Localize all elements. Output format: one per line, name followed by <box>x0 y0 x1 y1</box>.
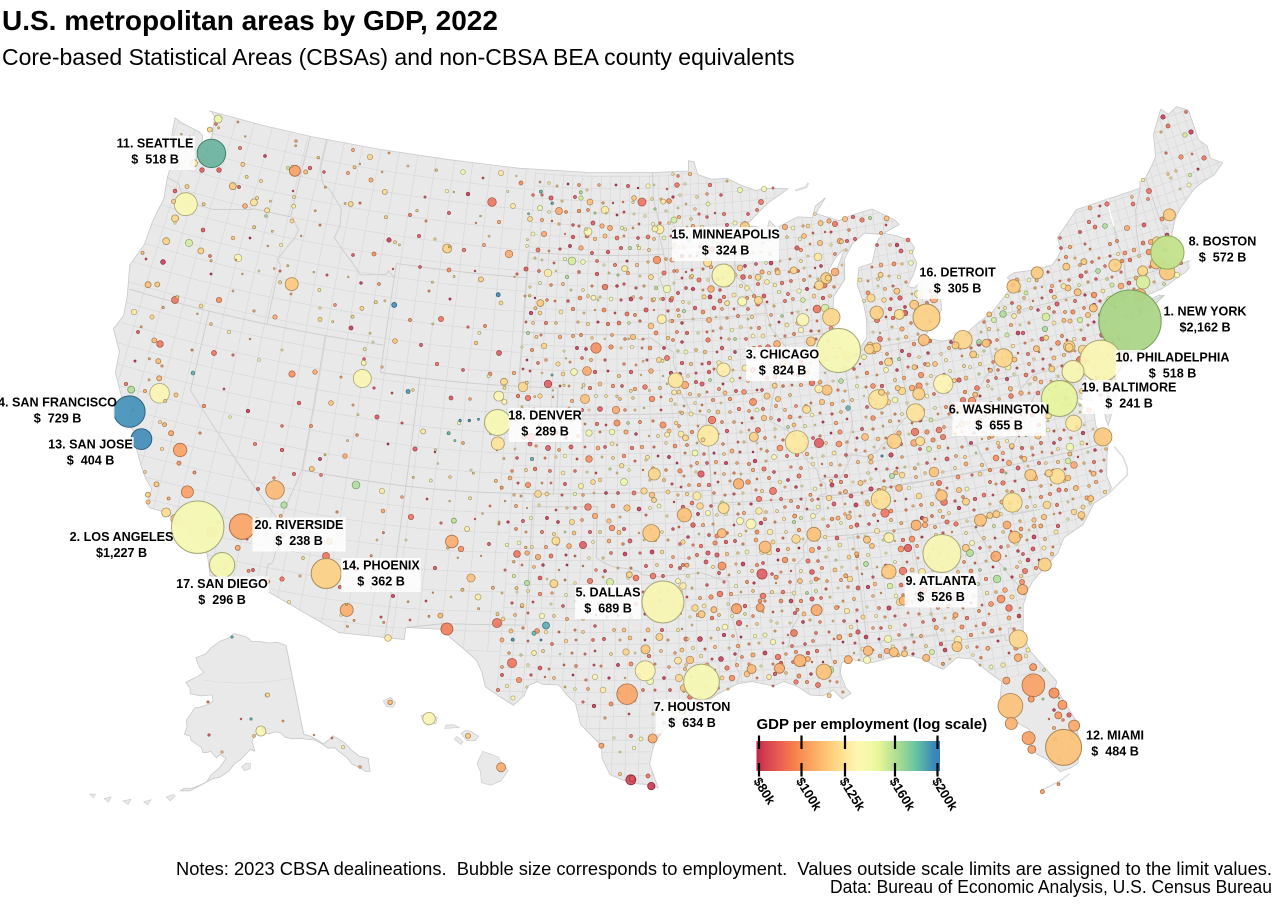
svg-text:Notes: 2023 CBSA dealineations: Notes: 2023 CBSA dealineations. Bubble s… <box>176 859 1272 879</box>
svg-text:17. SAN DIEGO: 17. SAN DIEGO <box>176 577 268 591</box>
svg-text:Core-based Statistical Areas (: Core-based Statistical Areas (CBSAs) and… <box>2 44 795 70</box>
svg-text:$ 689 B: $ 689 B <box>584 602 632 616</box>
svg-text:9. ATLANTA: 9. ATLANTA <box>905 574 976 588</box>
svg-text:$ 824 B: $ 824 B <box>759 364 807 378</box>
svg-text:7. HOUSTON: 7. HOUSTON <box>654 700 731 714</box>
svg-text:$ 289 B: $ 289 B <box>521 425 569 439</box>
svg-text:$1,227 B: $1,227 B <box>96 546 147 560</box>
svg-text:20. RIVERSIDE: 20. RIVERSIDE <box>255 518 344 532</box>
svg-text:$ 305 B: $ 305 B <box>934 282 982 296</box>
svg-text:$ 484 B: $ 484 B <box>1091 745 1139 759</box>
svg-text:1. NEW YORK: 1. NEW YORK <box>1163 305 1246 319</box>
svg-text:5. DALLAS: 5. DALLAS <box>575 586 640 600</box>
svg-text:$ 518 B: $ 518 B <box>1149 367 1197 381</box>
svg-text:15. MINNEAPOLIS: 15. MINNEAPOLIS <box>671 228 779 242</box>
svg-text:8. BOSTON: 8. BOSTON <box>1189 235 1257 249</box>
svg-text:4. SAN FRANCISCO: 4. SAN FRANCISCO <box>0 396 117 410</box>
svg-text:$ 634 B: $ 634 B <box>668 716 716 730</box>
svg-text:$ 729 B: $ 729 B <box>34 412 82 426</box>
svg-text:$ 572 B: $ 572 B <box>1199 251 1247 265</box>
svg-text:Data: Bureau of Economic Analy: Data: Bureau of Economic Analysis, U.S. … <box>830 877 1272 897</box>
svg-text:13. SAN JOSE: 13. SAN JOSE <box>48 438 133 452</box>
svg-text:$ 404 B: $ 404 B <box>67 454 115 468</box>
svg-text:19. BALTIMORE: 19. BALTIMORE <box>1082 381 1177 395</box>
svg-text:$ 296 B: $ 296 B <box>198 593 246 607</box>
svg-text:18. DENVER: 18. DENVER <box>508 409 582 423</box>
svg-text:11. SEATTLE: 11. SEATTLE <box>117 137 194 151</box>
svg-text:$ 324 B: $ 324 B <box>702 244 750 258</box>
svg-text:6. WASHINGTON: 6. WASHINGTON <box>949 403 1050 417</box>
svg-text:10. PHILADELPHIA: 10. PHILADELPHIA <box>1115 351 1229 365</box>
svg-text:$ 238 B: $ 238 B <box>275 534 323 548</box>
svg-text:U.S. metropolitan areas by GDP: U.S. metropolitan areas by GDP, 2022 <box>2 5 498 36</box>
svg-text:16. DETROIT: 16. DETROIT <box>919 266 996 280</box>
svg-text:$2,162 B: $2,162 B <box>1179 321 1230 335</box>
svg-text:$ 655 B: $ 655 B <box>975 419 1023 433</box>
svg-text:$ 241 B: $ 241 B <box>1105 397 1153 411</box>
svg-text:$ 526 B: $ 526 B <box>917 590 965 604</box>
svg-text:2. LOS ANGELES: 2. LOS ANGELES <box>70 530 174 544</box>
svg-text:$ 362 B: $ 362 B <box>357 575 405 589</box>
svg-text:12. MIAMI: 12. MIAMI <box>1086 729 1144 743</box>
svg-text:GDP per employment (log scale): GDP per employment (log scale) <box>757 716 988 733</box>
svg-text:14. PHOENIX: 14. PHOENIX <box>342 559 420 573</box>
svg-text:3. CHICAGO: 3. CHICAGO <box>746 348 820 362</box>
svg-text:$ 518 B: $ 518 B <box>131 153 179 167</box>
